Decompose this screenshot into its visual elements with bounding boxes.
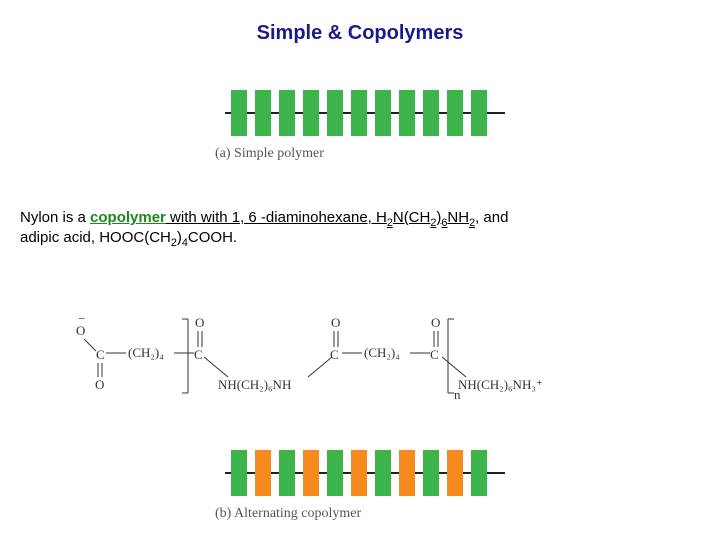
alternating-copolymer-figure: (b) Alternating copolymer	[225, 450, 505, 522]
text: N(CH	[393, 209, 431, 226]
chemical-structure: −OCO(CH₂)₄CONH(CH₂)₆NHCO(CH₂)₄COnNH(CH₂)…	[70, 288, 650, 413]
svg-text:O: O	[95, 377, 104, 392]
svg-text:O: O	[431, 315, 440, 330]
svg-text:O: O	[76, 323, 85, 338]
text: Nylon is a	[20, 209, 90, 226]
svg-text:C: C	[430, 347, 439, 362]
svg-text:O: O	[331, 315, 340, 330]
copolymer-word: copolymer	[90, 209, 166, 226]
text: NH	[447, 209, 469, 226]
svg-text:(CH₂)₄: (CH₂)₄	[364, 345, 400, 360]
page-title: Simple & Copolymers	[0, 0, 720, 45]
simple-polymer-svg	[225, 90, 505, 140]
svg-text:NH(CH₂)₆NH₃⁺: NH(CH₂)₆NH₃⁺	[458, 377, 543, 392]
text: COOH.	[188, 229, 237, 246]
description-paragraph: Nylon is a copolymer with with 1, 6 -dia…	[20, 208, 700, 249]
svg-text:C: C	[194, 347, 203, 362]
alternating-copolymer-caption: (b) Alternating copolymer	[215, 506, 505, 522]
svg-text:C: C	[96, 347, 105, 362]
text: with with 1, 6 -diaminohexane, H	[166, 209, 387, 226]
svg-text:(CH₂)₄: (CH₂)₄	[128, 345, 164, 360]
svg-text:O: O	[195, 315, 204, 330]
alternating-copolymer-svg	[225, 450, 505, 500]
svg-text:C: C	[330, 347, 339, 362]
text: , and	[475, 209, 508, 226]
text: adipic acid, HOOC(CH	[20, 229, 171, 246]
svg-text:NH(CH₂)₆NH: NH(CH₂)₆NH	[218, 377, 291, 392]
simple-polymer-figure: (a) Simple polymer	[225, 90, 505, 162]
chemical-structure-svg: −OCO(CH₂)₄CONH(CH₂)₆NHCO(CH₂)₄COnNH(CH₂)…	[70, 288, 650, 408]
simple-polymer-caption: (a) Simple polymer	[215, 146, 505, 162]
